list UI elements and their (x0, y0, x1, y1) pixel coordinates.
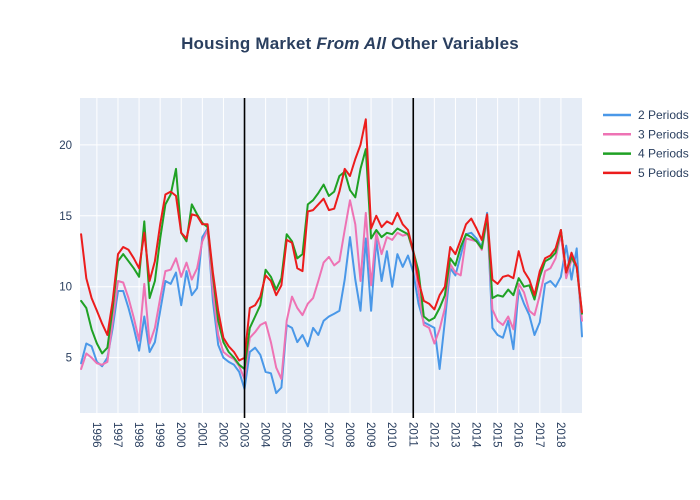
legend-label: 5 Periods (638, 166, 689, 180)
x-tick-label: 2014 (470, 422, 482, 448)
x-tick-label: 2017 (533, 422, 545, 448)
title-prefix: Housing Market (181, 34, 317, 53)
x-tick-label: 2001 (195, 422, 207, 448)
x-tick-label: 2010 (385, 422, 397, 448)
x-tick-label: 2006 (301, 422, 313, 448)
legend-item-4-periods[interactable]: 4 Periods (603, 147, 689, 161)
series-line-4-periods[interactable] (80, 148, 583, 370)
x-tick-label: 2009 (364, 422, 376, 448)
x-tick-label: 2000 (174, 422, 186, 448)
y-tick-label: 5 (66, 353, 72, 365)
x-tick-label: 2012 (427, 422, 439, 448)
y-tick-label: 15 (59, 211, 72, 223)
x-tick-label: 2005 (280, 422, 292, 448)
x-tick-label: 1999 (153, 422, 165, 448)
y-tick-label: 10 (59, 282, 72, 294)
title-suffix: Other Variables (386, 34, 519, 53)
legend-label: 4 Periods (638, 147, 689, 161)
legend-label: 3 Periods (638, 127, 689, 141)
x-tick-label: 1998 (132, 422, 144, 448)
series-line-5-periods[interactable] (80, 118, 583, 362)
x-tick-label: 2018 (554, 422, 566, 448)
series-line-2-periods[interactable] (80, 211, 583, 395)
series-line-3-periods[interactable] (80, 199, 583, 380)
x-tick-label: 2004 (259, 422, 271, 448)
x-tick-label: 1997 (111, 422, 123, 448)
legend-label: 2 Periods (638, 108, 689, 122)
legend-item-5-periods[interactable]: 5 Periods (603, 166, 689, 180)
legend-item-3-periods[interactable]: 3 Periods (603, 127, 689, 141)
x-tick-label: 2003 (238, 422, 250, 448)
title-emphasis: From All (316, 34, 387, 53)
plot-area (80, 98, 582, 413)
x-tick-label: 2013 (448, 422, 460, 448)
x-tick-label: 2008 (343, 422, 355, 448)
x-tick-label: 2016 (512, 422, 524, 448)
legend-item-2-periods[interactable]: 2 Periods (603, 108, 689, 122)
y-tick-label: 20 (59, 140, 72, 152)
x-tick-label: 2002 (216, 422, 228, 448)
chart-title: Housing Market From All Other Variables (0, 34, 700, 54)
x-tick-label: 2011 (406, 422, 418, 447)
x-tick-label: 2007 (322, 422, 334, 448)
x-tick-label: 1996 (90, 422, 102, 448)
x-tick-label: 2015 (491, 422, 503, 448)
